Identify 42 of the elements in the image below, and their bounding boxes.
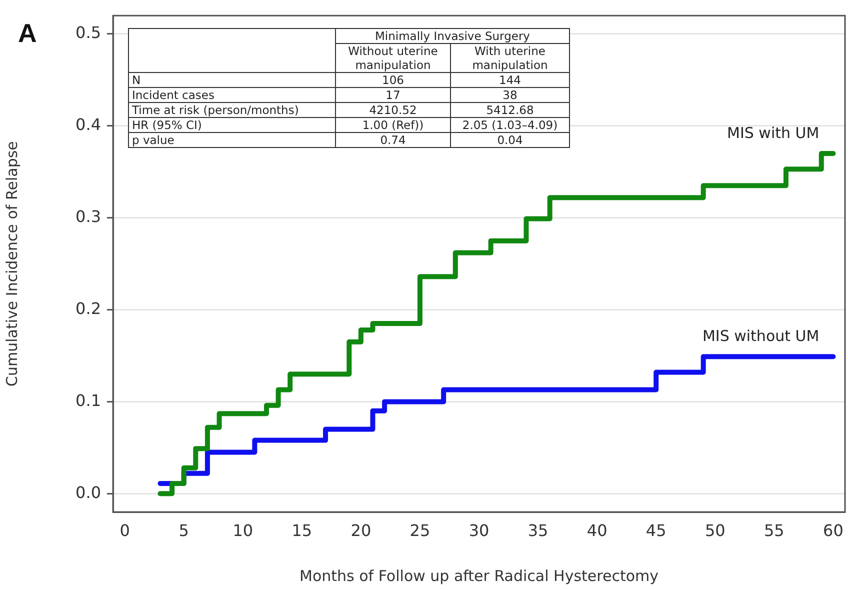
y-tick-label: 0.5 — [76, 23, 101, 42]
annotation: 4210.52 — [336, 102, 450, 118]
annotation: 17 — [336, 88, 450, 102]
x-tick-label: 60 — [823, 520, 844, 540]
x-axis-title: Months of Follow up after Radical Hysterectomy — [300, 566, 659, 585]
y-tick-label: 0.2 — [76, 298, 101, 318]
annotation: 0.74 — [336, 132, 450, 148]
x-tick-label: 20 — [350, 520, 372, 540]
x-tick-label: 0 — [120, 520, 130, 540]
annotation: 1.00 (Ref)) — [336, 118, 450, 132]
annotation: 38 — [450, 88, 570, 102]
series-label: MIS without UM — [702, 327, 820, 346]
y-tick-label: 0.0 — [76, 482, 101, 502]
series-label: MIS with UM — [727, 124, 820, 142]
x-tick-label: 5 — [178, 520, 189, 540]
x-tick-label: 35 — [528, 520, 548, 540]
annotation: Minimally Invasive Surgery — [336, 28, 570, 44]
annotation: Without uterine manipulation — [336, 44, 450, 72]
x-tick-label: 50 — [704, 520, 726, 540]
x-tick-label: 55 — [764, 520, 784, 540]
y-tick-label: 0.1 — [76, 390, 101, 410]
x-tick-label: 25 — [410, 520, 430, 540]
y-tick-label: 0.4 — [76, 115, 101, 134]
annotation: Incident cases — [128, 88, 336, 102]
annotation: 5412.68 — [450, 102, 570, 118]
y-axis-title: Cumulative Incidence of Relapse — [2, 141, 21, 386]
x-tick-label: 40 — [586, 520, 608, 540]
y-tick-label: 0.3 — [76, 206, 101, 226]
annotation: 2.05 (1.03–4.09) — [450, 118, 570, 132]
annotation: 0.04 — [450, 132, 570, 148]
x-tick-label: 45 — [646, 520, 666, 540]
annotation: Time at risk (person/months) — [128, 102, 336, 118]
annotation: 106 — [336, 72, 450, 88]
annotation: p value — [128, 132, 336, 148]
annotation: 144 — [450, 72, 570, 88]
annotation: With uterine manipulation — [450, 44, 570, 72]
annotation: N — [128, 72, 336, 88]
annotation: HR (95% CI) — [128, 118, 336, 132]
x-tick-label: 30 — [468, 520, 490, 540]
x-tick-label: 15 — [292, 520, 312, 540]
x-tick-label: 10 — [232, 520, 254, 540]
text: A — [18, 18, 37, 49]
